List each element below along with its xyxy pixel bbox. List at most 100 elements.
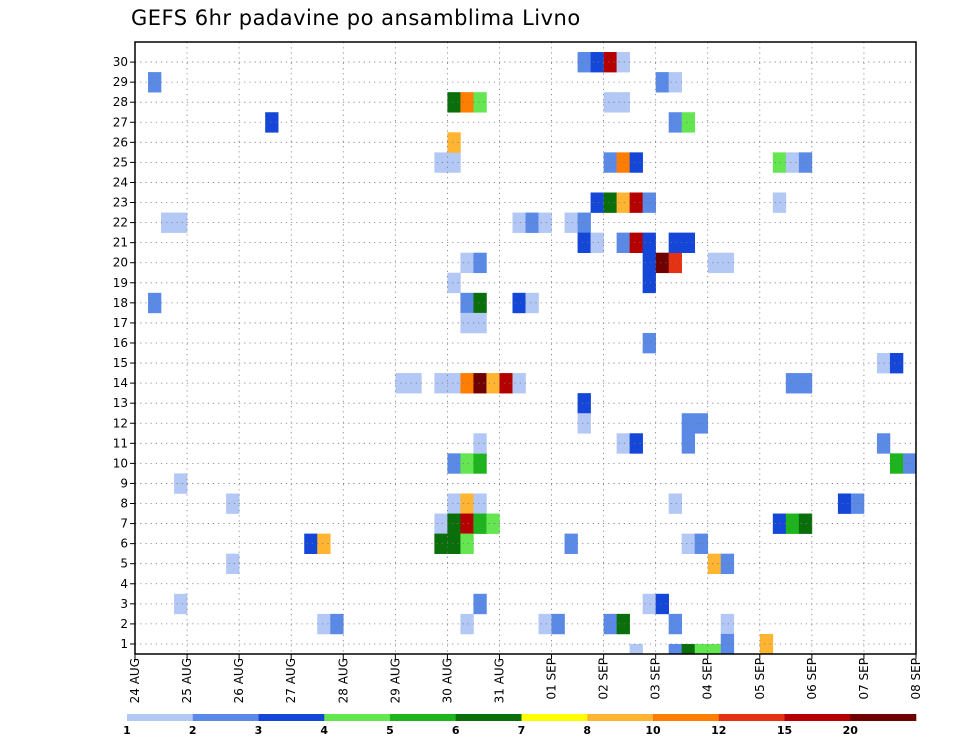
x-tick-label: 02 SEP [597,658,611,700]
x-tick-label: 27 AUG [284,658,298,703]
heatmap-cell [577,212,591,233]
heatmap-cell [473,312,487,334]
y-tick-label: 22 [113,216,128,230]
heatmap-cell [460,92,474,113]
x-tick-label: 24 AUG [128,658,142,703]
heatmap-cell [720,633,735,655]
legend-label: 3 [255,724,263,737]
legend-label: 4 [320,724,328,737]
x-tick-label: 05 SEP [753,658,767,700]
heatmap-cell [447,92,461,113]
heatmap-cell [616,92,630,113]
heatmap-cell [798,513,813,534]
heatmap-cell [473,292,487,314]
y-tick-label: 29 [113,75,128,89]
heatmap-cell [655,593,669,615]
y-tick-label: 20 [113,256,128,270]
heatmap-cell [265,112,279,133]
heatmap-cell [434,533,448,554]
heatmap-cell [707,553,722,575]
x-tick-label: 06 SEP [805,658,819,700]
heatmap-cell [668,72,682,93]
y-tick-label: 14 [113,376,128,390]
legend-swatch [455,714,522,721]
heatmap-cell [330,613,344,635]
x-tick-label: 01 SEP [545,658,559,700]
heatmap-cell [642,272,656,294]
heatmap-cell [720,613,735,635]
heatmap-cell [642,593,656,615]
heatmap-cell [642,232,656,253]
y-tick-label: 23 [113,196,128,210]
heatmap-cell [655,72,669,93]
heatmap-cell [889,353,904,374]
heatmap-cell [564,212,578,233]
y-tick-label: 24 [113,175,128,189]
heatmap-cell [447,513,461,534]
heatmap-cell [460,613,474,635]
heatmap-cell [447,373,461,394]
heatmap-cell [603,192,617,213]
y-tick-label: 4 [120,577,128,591]
heatmap-cell [473,433,487,454]
legend-swatch [127,714,194,721]
heatmap-cell [876,433,891,454]
legend-label: 20 [843,724,859,737]
heatmap-cell [642,252,656,274]
heatmap-cell [317,613,331,635]
legend-label: 8 [583,724,591,737]
y-tick-label: 16 [113,336,128,350]
heatmap-cell [668,493,682,514]
legend-swatch [587,714,654,721]
heatmap-cell [148,72,162,93]
heatmap-cell [512,373,526,394]
heatmap-cell [720,553,735,575]
heatmap-cell [564,533,578,554]
heatmap-cell [486,513,500,534]
y-tick-label: 10 [113,456,128,470]
heatmap-cell [473,92,487,113]
heatmap-cell [629,433,643,454]
heatmap-cell [876,353,891,374]
heatmap-cell [447,493,461,514]
y-tick-label: 13 [113,396,128,410]
heatmap-cell [798,373,813,394]
heatmap-cell [772,513,787,534]
heatmap-cell [174,212,188,233]
heatmap-cell [681,232,696,253]
heatmap-cell [681,433,696,454]
heatmap-cell [629,192,643,213]
heatmap-cell [447,152,461,173]
heatmap-cell [668,613,682,635]
heatmap-cell [668,112,682,133]
heatmap-cell [772,152,787,173]
heatmap-cell [785,152,800,173]
legend-swatch [324,714,391,721]
heatmap-cell [473,373,487,394]
heatmap-cell [538,613,552,635]
heatmap-cell [889,453,904,474]
y-tick-label: 19 [113,276,128,290]
heatmap-cell [668,643,682,655]
heatmap-cell [837,493,852,514]
heatmap-cell [551,613,565,635]
heatmap-cell [798,152,813,173]
heatmap-cell [473,453,487,474]
heatmap-cell [720,252,735,274]
heatmap-cell [590,232,604,253]
heatmap-cell [668,232,682,253]
legend-label: 6 [452,724,460,737]
heatmap-cell [616,152,630,173]
x-tick-label: 08 SEP [909,658,923,700]
y-tick-label: 28 [113,95,128,109]
heatmap-cell [538,212,552,233]
y-tick-label: 12 [113,416,128,430]
heatmap-cell [603,152,617,173]
heatmap-cell [785,373,800,394]
heatmap-cell [655,252,669,274]
gridlines [135,42,916,654]
x-tick-label: 31 AUG [492,658,506,703]
heatmap-cell [577,232,591,253]
heatmap-cell [603,92,617,113]
